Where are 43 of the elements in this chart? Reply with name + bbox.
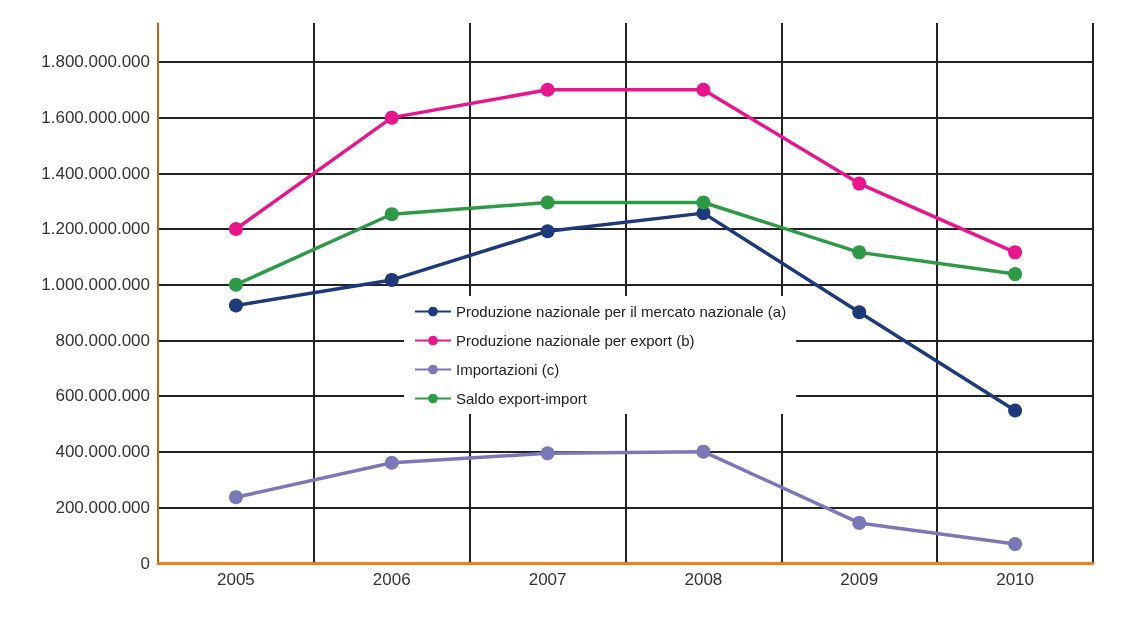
- point: [384, 272, 399, 287]
- y-tick-label: 1.600.000.000: [41, 108, 150, 128]
- x-tick-label: 2007: [528, 570, 567, 589]
- legend-label: Produzione nazionale per il mercato nazionale (a): [456, 303, 787, 320]
- y-tick-label: 1.200.000.000: [41, 219, 150, 239]
- point: [540, 82, 555, 97]
- point: [228, 277, 243, 292]
- y-tick-label: 0: [140, 553, 150, 573]
- point: [696, 82, 711, 97]
- point: [852, 515, 867, 530]
- point: [384, 207, 399, 222]
- y-tick-label: 200.000.000: [55, 497, 150, 517]
- point: [228, 490, 243, 505]
- point: [540, 446, 555, 461]
- point: [852, 245, 867, 260]
- x-tick-label: 2008: [684, 570, 723, 589]
- point: [1008, 537, 1023, 552]
- x-tick-label: 2009: [840, 570, 879, 589]
- legend-label: Saldo export-import: [456, 390, 588, 407]
- x-tick-label: 2006: [372, 570, 411, 589]
- x-tick-label: 2010: [996, 570, 1034, 589]
- y-tick-label: 1.400.000.000: [41, 163, 150, 183]
- point: [696, 195, 711, 210]
- point: [228, 221, 243, 236]
- point: [384, 110, 399, 125]
- point: [852, 305, 867, 320]
- y-tick-label: 400.000.000: [55, 442, 150, 462]
- point: [1008, 267, 1023, 282]
- point: [540, 224, 555, 239]
- y-tick-label: 600.000.000: [55, 386, 150, 406]
- legend-label: Importazioni (c): [456, 361, 560, 378]
- y-tick-label: 1.000.000.000: [41, 275, 150, 295]
- point: [696, 444, 711, 459]
- y-tick-label: 1.800.000.000: [41, 52, 150, 72]
- point: [384, 455, 399, 470]
- y-tick-label: 800.000.000: [55, 330, 150, 350]
- point: [1008, 403, 1023, 418]
- point: [1008, 245, 1023, 260]
- x-tick-label: 2005: [217, 570, 255, 589]
- point: [228, 298, 243, 313]
- legend-label: Produzione nazionale per export (b): [456, 332, 695, 349]
- point: [540, 195, 555, 210]
- point: [852, 176, 867, 191]
